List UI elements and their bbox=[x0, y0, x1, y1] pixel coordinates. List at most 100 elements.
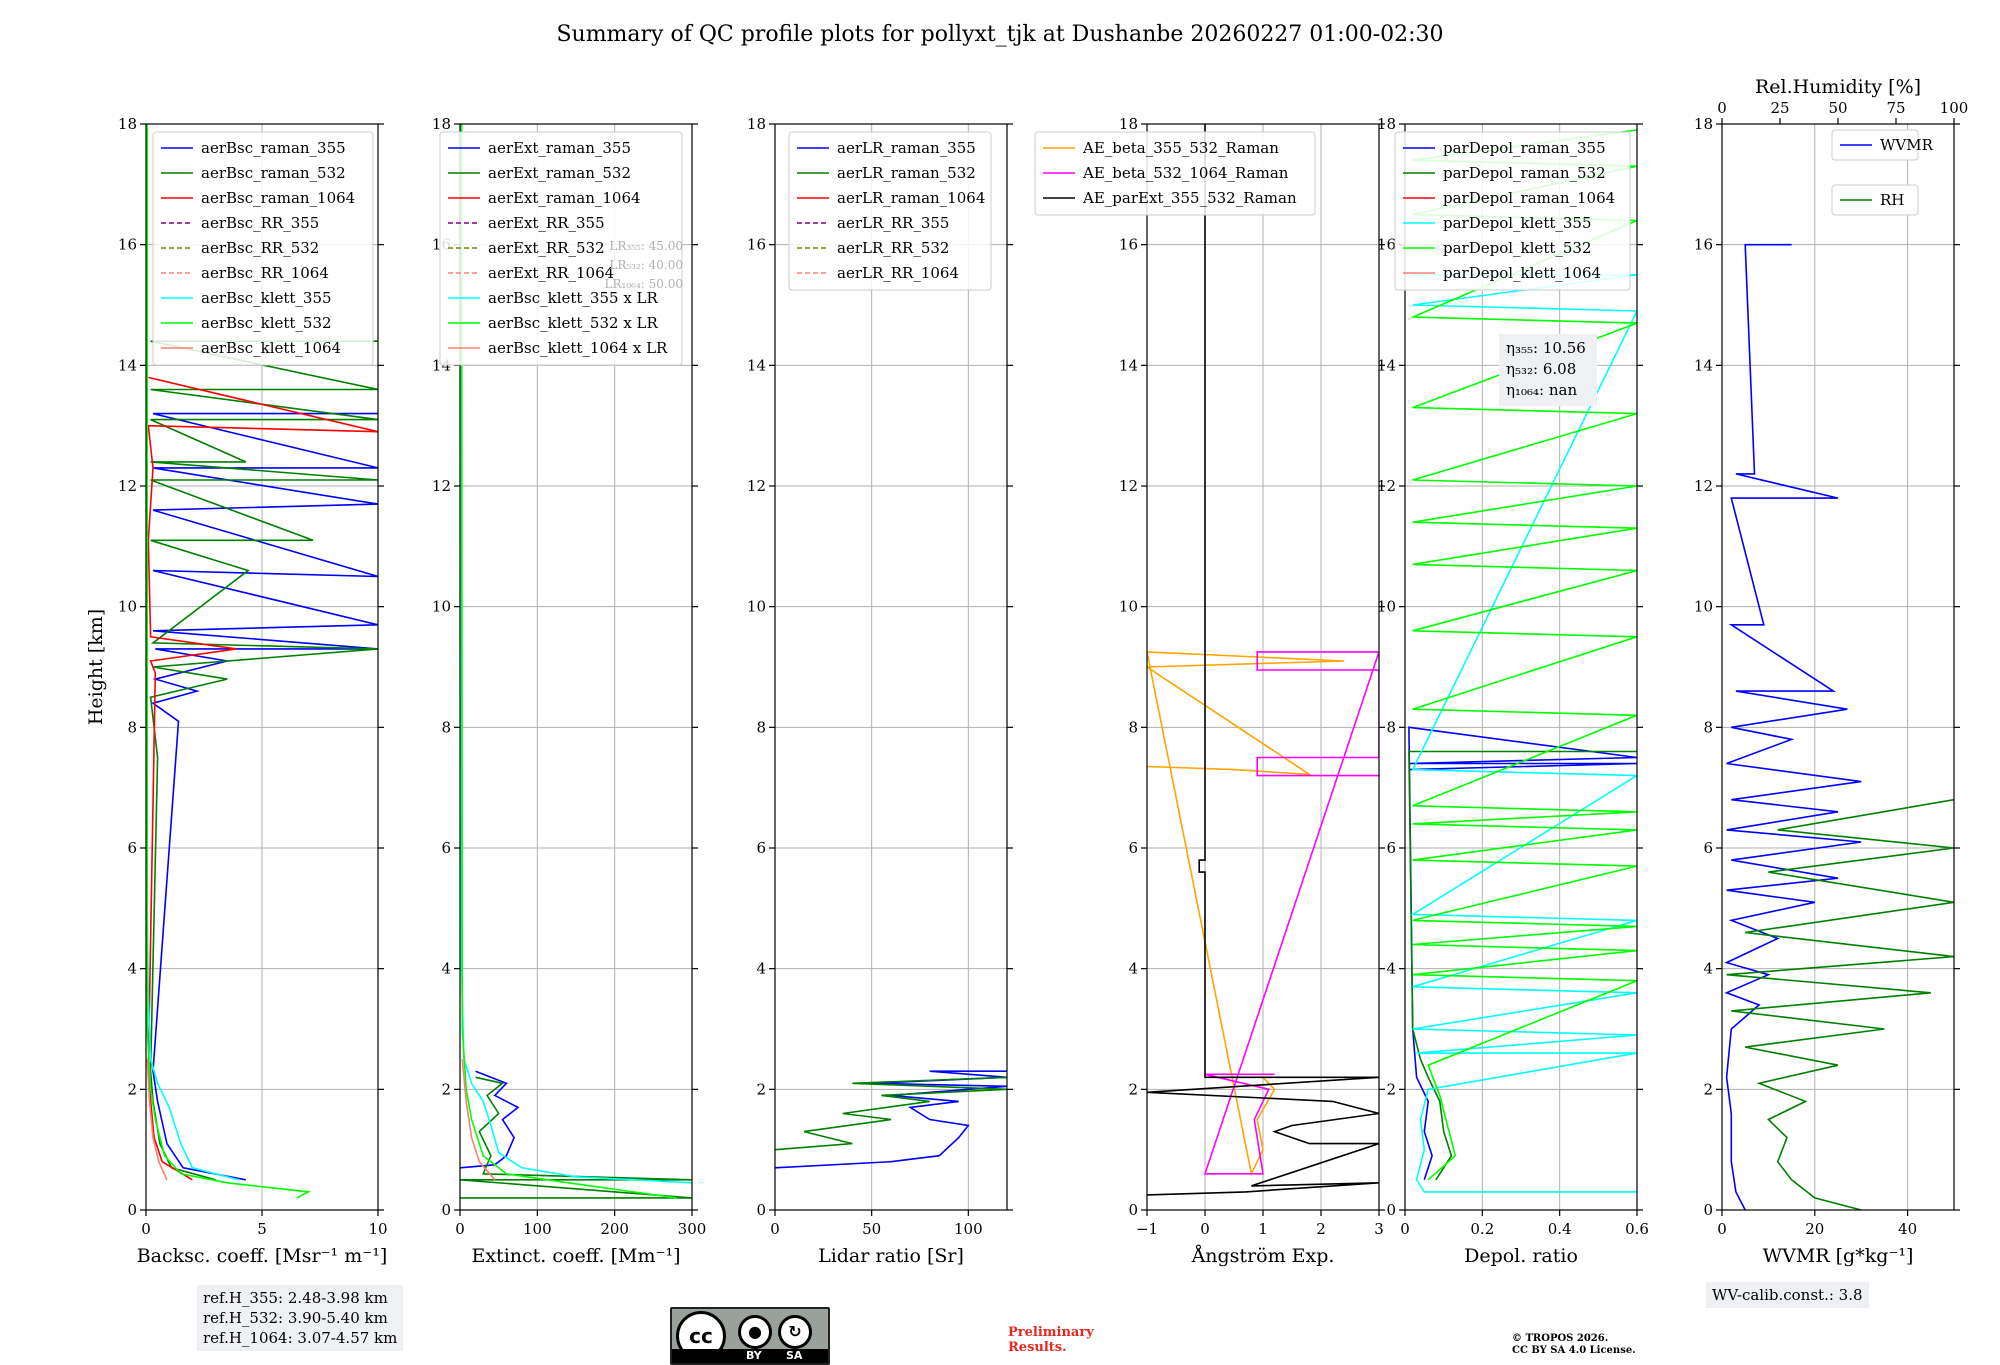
y-tick-label: 8 bbox=[441, 718, 451, 736]
y-axis-label: Height [km] bbox=[85, 609, 107, 725]
y-tick-label: 6 bbox=[1128, 839, 1138, 857]
x-tick-label: 100 bbox=[523, 1220, 552, 1238]
top-axis-label: Rel.Humidity [%] bbox=[1755, 76, 1921, 98]
top-tick-label: 75 bbox=[1886, 99, 1905, 117]
x-tick-label: −1 bbox=[1136, 1220, 1158, 1238]
x-axis-label: WVMR [g*kg⁻¹] bbox=[1763, 1245, 1914, 1267]
y-tick-label: 18 bbox=[118, 115, 137, 133]
legend: aerExt_raman_355 aerExt_raman_532 aerExt_r… bbox=[439, 131, 683, 366]
lr-label: LR₅₃₂: 40.00 bbox=[609, 258, 683, 272]
y-tick-label: 14 bbox=[1119, 356, 1138, 374]
series-line-rh bbox=[1726, 798, 1954, 1210]
y-tick-label: 12 bbox=[1694, 477, 1713, 495]
legend-label: aerExt_RR_1064 bbox=[488, 264, 614, 282]
series-line-aerbsc-raman-1064 bbox=[147, 376, 378, 1181]
legend-label: AE_beta_355_532_Raman bbox=[1082, 139, 1279, 157]
eta-label: η₁₀₆₄: nan bbox=[1506, 381, 1577, 399]
ref-height-1064: ref.H_1064: 3.07-4.57 km bbox=[203, 1329, 398, 1347]
license-by-label: BY bbox=[746, 1349, 762, 1362]
legend-label: aerBsc_raman_355 bbox=[201, 139, 346, 157]
y-tick-label: 6 bbox=[756, 839, 766, 857]
series-group bbox=[1408, 129, 1637, 1193]
panel-bsc: 0 2 4 6 8 10 12 14 16 18 0 5 10 Backsc. coeff. [Msr⁻¹… bbox=[85, 115, 388, 1267]
series-line-aerbsc-klett-1064 bbox=[146, 1059, 168, 1181]
y-tick-label: 18 bbox=[1694, 115, 1713, 133]
y-tick-label: 8 bbox=[1386, 718, 1396, 736]
legend-box bbox=[1394, 131, 1631, 291]
legend-label: parDepol_raman_1064 bbox=[1443, 189, 1615, 207]
legend-label: aerBsc_klett_1064 bbox=[201, 339, 341, 357]
legend-label: aerExt_raman_1064 bbox=[488, 189, 641, 207]
x-tick-label: 3 bbox=[1374, 1220, 1384, 1238]
x-axis-label: Extinct. coeff. [Mm⁻¹] bbox=[471, 1245, 680, 1267]
y-tick-label: 18 bbox=[1377, 115, 1396, 133]
legend-label: aerLR_raman_1064 bbox=[837, 189, 985, 207]
x-axis-label: Backsc. coeff. [Msr⁻¹ m⁻¹] bbox=[137, 1245, 388, 1267]
legend-label: aerLR_RR_532 bbox=[837, 239, 949, 257]
wv-calib-const: WV-calib.const.: 3.8 bbox=[1712, 1286, 1863, 1304]
legend-box bbox=[1034, 131, 1316, 216]
y-tick-label: 16 bbox=[118, 236, 137, 254]
eta-label: η₃₅₅: 10.56 bbox=[1506, 339, 1586, 357]
top-tick-label: 25 bbox=[1770, 99, 1789, 117]
series-line-aerbsc-klett-532-x-lr bbox=[460, 124, 677, 1199]
x-tick-label: 10 bbox=[368, 1220, 387, 1238]
y-tick-label: 2 bbox=[1703, 1080, 1713, 1098]
sa-share-icon: ↻ bbox=[778, 1315, 812, 1349]
x-tick-label: 2 bbox=[1316, 1220, 1326, 1238]
copyright-note: © TROPOS 2026. CC BY SA 4.0 License. bbox=[1512, 1333, 1636, 1357]
y-tick-label: 16 bbox=[1377, 236, 1396, 254]
series-line-pardepol-klett-355 bbox=[1410, 273, 1637, 1193]
legend-label: aerBsc_RR_355 bbox=[201, 214, 319, 232]
x-axis-label: Lidar ratio [Sr] bbox=[818, 1245, 964, 1267]
legend-label: aerLR_RR_1064 bbox=[837, 264, 959, 282]
legend-label: AE_beta_532_1064_Raman bbox=[1082, 164, 1289, 182]
legend: AE_beta_355_532_Raman AE_beta_532_1064_Ra… bbox=[1034, 131, 1316, 216]
y-tick-label: 14 bbox=[747, 356, 766, 374]
top-tick-label: 50 bbox=[1828, 99, 1847, 117]
top-tick-label: 100 bbox=[1940, 99, 1969, 117]
y-tick-label: 2 bbox=[127, 1080, 137, 1098]
ref-heights-box: ref.H_355: 2.48-3.98 km ref.H_532: 3.90-… bbox=[197, 1285, 404, 1351]
y-tick-label: 16 bbox=[1694, 236, 1713, 254]
legend-label: aerBsc_RR_532 bbox=[201, 239, 319, 257]
y-tick-label: 6 bbox=[1703, 839, 1713, 857]
y-tick-label: 10 bbox=[1377, 598, 1396, 616]
series-line-aerbsc-klett-1064-x-lr bbox=[461, 1059, 496, 1181]
x-tick-label: 100 bbox=[954, 1220, 983, 1238]
lr-label: LR₃₅₅: 45.00 bbox=[609, 239, 683, 253]
y-tick-label: 12 bbox=[118, 477, 137, 495]
legend-label: parDepol_klett_355 bbox=[1443, 214, 1592, 232]
y-tick-label: 4 bbox=[1386, 960, 1396, 978]
y-tick-label: 0 bbox=[1703, 1201, 1713, 1219]
y-tick-label: 0 bbox=[441, 1201, 451, 1219]
series-line-aerext-raman-532 bbox=[460, 1076, 692, 1199]
y-tick-label: 4 bbox=[441, 960, 451, 978]
series-line-aerext-raman-355 bbox=[460, 1070, 520, 1169]
y-tick-label: 12 bbox=[1119, 477, 1138, 495]
ref-height-355: ref.H_355: 2.48-3.98 km bbox=[203, 1289, 388, 1307]
series-line-aerbsc-raman-532 bbox=[149, 340, 378, 1181]
legend-label: aerBsc_raman_532 bbox=[201, 164, 346, 182]
x-tick-label: 0 bbox=[141, 1220, 151, 1238]
y-tick-label: 0 bbox=[1386, 1201, 1396, 1219]
series-line-ae-beta-532-1064-raman bbox=[1203, 651, 1379, 1175]
y-tick-label: 2 bbox=[441, 1080, 451, 1098]
legend-box bbox=[1831, 129, 1919, 161]
legend-label: parDepol_klett_1064 bbox=[1443, 264, 1601, 282]
x-tick-label: 0 bbox=[455, 1220, 465, 1238]
y-tick-label: 2 bbox=[1128, 1080, 1138, 1098]
wv-calib-box: WV-calib.const.: 3.8 bbox=[1706, 1282, 1869, 1308]
legend-label: aerExt_RR_532 bbox=[488, 239, 605, 257]
series-line-pardepol-raman-532 bbox=[1408, 750, 1637, 1181]
x-axis-label: Depol. ratio bbox=[1464, 1245, 1578, 1267]
license-sa-label: SA bbox=[786, 1349, 803, 1362]
x-tick-label: 20 bbox=[1805, 1220, 1824, 1238]
x-tick-label: 1 bbox=[1258, 1220, 1268, 1238]
legend-label: parDepol_raman_532 bbox=[1443, 164, 1606, 182]
legend-label: aerBsc_RR_1064 bbox=[201, 264, 329, 282]
y-tick-label: 0 bbox=[1128, 1201, 1138, 1219]
y-tick-label: 10 bbox=[747, 598, 766, 616]
